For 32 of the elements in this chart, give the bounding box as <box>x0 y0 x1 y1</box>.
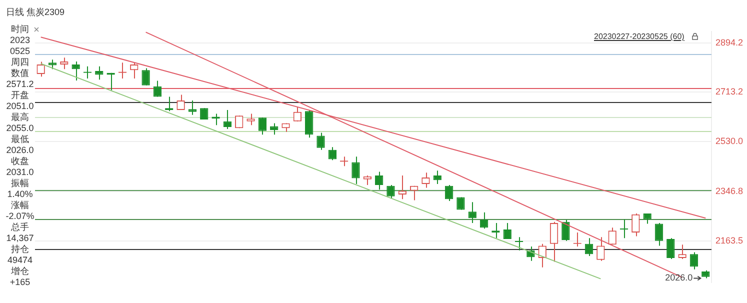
text: 2051.0 <box>6 101 34 112</box>
text: 振幅 <box>11 178 29 189</box>
text: 周四 <box>11 57 29 68</box>
y-tick-label: 2346.8 <box>715 186 744 196</box>
y-tick-label: 2894.2 <box>715 37 744 48</box>
text: 1.40% <box>7 189 33 200</box>
text: 时间 <box>11 24 29 35</box>
text: 49474 <box>7 255 33 266</box>
y-tick-label: 2713.2 <box>715 86 744 97</box>
text: 涨幅 <box>11 200 29 211</box>
text: 2026.0 <box>6 145 34 156</box>
text: 2571.2 <box>6 79 34 90</box>
text: 2055.0 <box>6 123 34 134</box>
text: 开盘 <box>11 90 29 101</box>
text: 持仓 <box>11 244 29 255</box>
text: +165 <box>10 277 30 288</box>
y-tick-label: 2163.5 <box>715 235 744 246</box>
text: 14,367 <box>6 233 34 244</box>
chart-title: 日线 焦炭2309 <box>6 6 65 19</box>
text: 2023 <box>10 35 30 46</box>
y-tick-label: 2530.0 <box>715 136 744 146</box>
text: 最高 <box>11 112 29 123</box>
text: 总手 <box>11 222 29 233</box>
text: 数值 <box>11 68 29 79</box>
text: 最低 <box>11 134 29 145</box>
annotation: 2026.0 <box>665 272 693 283</box>
text: 2031.0 <box>6 167 34 178</box>
text: -2.07% <box>6 211 34 222</box>
text: 0525 <box>10 46 30 57</box>
text: 收盘 <box>11 156 29 167</box>
chart-subtitle: 20230227-20230525 (60) <box>594 32 684 41</box>
text: 增仓 <box>11 266 29 277</box>
